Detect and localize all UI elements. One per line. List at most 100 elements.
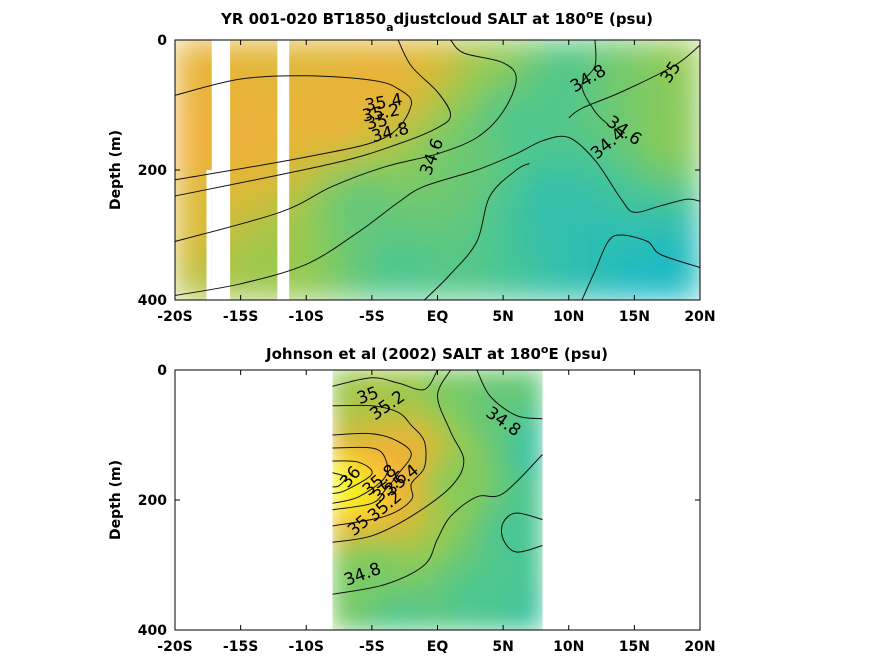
field-cell xyxy=(466,40,482,55)
field-cell xyxy=(448,571,456,588)
field-cell xyxy=(413,427,421,443)
field-cell xyxy=(442,485,450,501)
field-cell xyxy=(524,557,532,573)
field-cell xyxy=(337,615,345,630)
field-cell xyxy=(483,456,491,472)
field-cell xyxy=(460,586,468,602)
field-cell xyxy=(378,571,386,588)
field-cell xyxy=(337,499,345,515)
field-cell xyxy=(641,198,657,214)
field-cell xyxy=(437,227,453,243)
contour-35-4 xyxy=(332,432,412,511)
field-cell xyxy=(530,383,538,400)
field-cell xyxy=(402,427,409,443)
missing-band xyxy=(206,170,212,300)
field-cell xyxy=(425,528,433,544)
field-cell xyxy=(407,571,415,588)
field-cell xyxy=(390,470,398,486)
field-cell xyxy=(320,183,336,200)
field-cell xyxy=(355,586,363,602)
field-cell xyxy=(530,600,538,616)
field-cell xyxy=(539,68,555,84)
field-cell xyxy=(407,169,424,185)
field-cell xyxy=(343,542,351,559)
field-cell xyxy=(472,398,479,414)
field-cell xyxy=(466,169,482,185)
field-cell xyxy=(477,528,485,544)
field-cell xyxy=(390,586,398,602)
x-tick-label: 5N xyxy=(492,639,513,655)
field-cell xyxy=(460,615,468,630)
field-cell xyxy=(448,456,456,472)
field-cell xyxy=(349,227,366,243)
field-cell xyxy=(422,140,438,156)
field-cell xyxy=(334,198,351,214)
field-cell xyxy=(477,383,485,400)
field-cell xyxy=(612,212,628,229)
field-cell xyxy=(349,198,366,214)
field-cell xyxy=(378,615,386,630)
field-cell xyxy=(448,528,456,544)
field-cell xyxy=(518,528,526,544)
field-cell xyxy=(425,441,433,458)
field-cell xyxy=(451,270,468,286)
field-cell xyxy=(407,383,415,400)
field-cell xyxy=(495,241,511,258)
field-cell xyxy=(291,53,307,70)
field-cell xyxy=(524,140,541,156)
x-tick-label: 15N xyxy=(619,639,650,655)
field-cell xyxy=(512,557,520,573)
field-cell xyxy=(384,615,392,630)
field-cell xyxy=(472,441,479,458)
field-cell xyxy=(612,53,628,70)
field-cell xyxy=(495,53,511,70)
field-cell xyxy=(189,241,205,258)
field-cell xyxy=(378,542,386,559)
field-cell xyxy=(402,615,409,630)
field-cell xyxy=(378,183,395,200)
contour-34-8 xyxy=(332,454,543,595)
field-cell xyxy=(355,427,363,443)
field-cell xyxy=(501,427,508,443)
field-cell xyxy=(518,370,526,385)
field-cell xyxy=(343,383,351,400)
field-cell xyxy=(530,470,538,486)
field-cell xyxy=(355,470,363,486)
field-cell xyxy=(684,82,700,99)
field-cell xyxy=(262,183,278,200)
field-cell xyxy=(454,383,462,400)
field-cell xyxy=(372,412,380,429)
field-cell xyxy=(320,111,336,128)
field-cell xyxy=(189,198,205,214)
field-cell xyxy=(512,427,520,443)
field-cell xyxy=(518,412,526,429)
field-cell xyxy=(582,53,599,70)
field-cell xyxy=(422,53,438,70)
field-cell xyxy=(509,285,526,300)
field-cell xyxy=(655,212,672,229)
field-cell xyxy=(334,97,351,113)
field-cell xyxy=(413,557,421,573)
field-cell xyxy=(448,615,456,630)
field-cell xyxy=(361,485,368,501)
field-cell xyxy=(460,427,468,443)
field-cell xyxy=(384,383,392,400)
field-cell xyxy=(524,456,532,472)
salinity-field-bottom xyxy=(332,370,543,630)
field-cell xyxy=(460,383,468,400)
field-cell xyxy=(480,183,497,200)
field-cell xyxy=(507,383,514,400)
field-cell xyxy=(539,53,555,70)
field-cell xyxy=(364,155,380,171)
field-cell xyxy=(495,198,511,214)
field-cell xyxy=(361,470,368,486)
field-cell xyxy=(262,82,278,99)
field-cell xyxy=(431,441,438,458)
field-cell xyxy=(442,383,450,400)
field-cell xyxy=(495,183,511,200)
field-cell xyxy=(232,198,249,214)
field-cell xyxy=(419,528,427,544)
field-cell xyxy=(582,270,599,286)
field-cell xyxy=(402,370,409,385)
